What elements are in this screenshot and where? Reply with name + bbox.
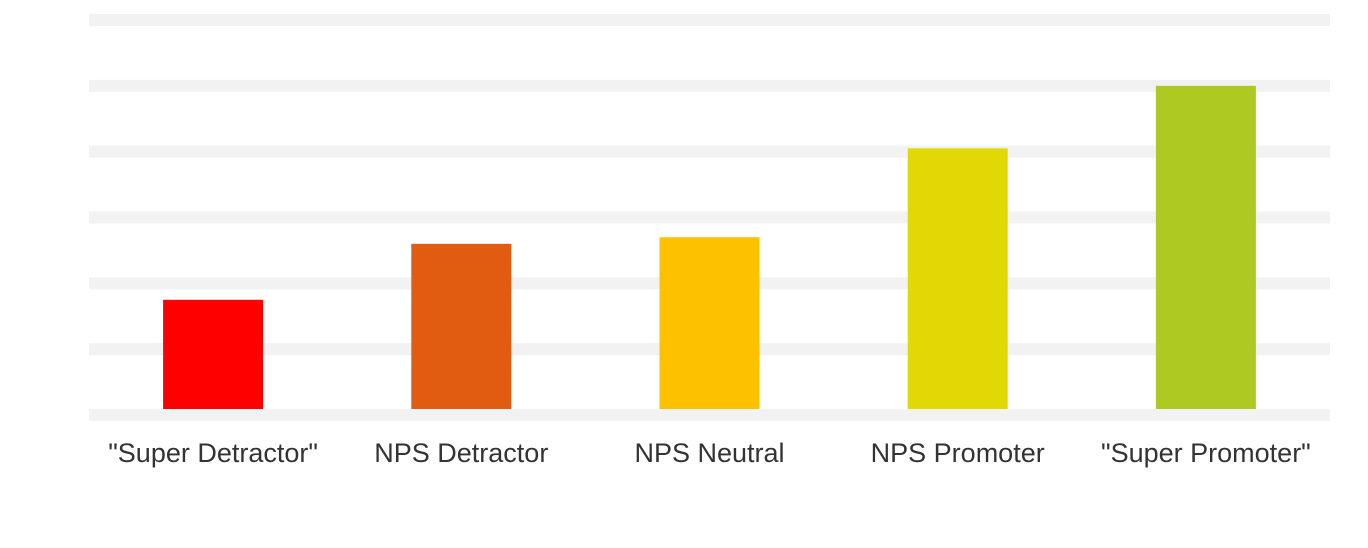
- x-tick-label-4: "Super Promoter": [1101, 438, 1311, 468]
- bar-4: [1155, 85, 1256, 409]
- gridlines: [89, 14, 1330, 421]
- bar-0: [163, 299, 264, 409]
- gridline-6: [89, 14, 1330, 26]
- bar-2: [659, 237, 760, 409]
- gridline-3: [89, 211, 1330, 224]
- bars: [163, 85, 1256, 409]
- x-tick-labels: "Super Detractor" NPS Detractor NPS Neutra…: [108, 438, 1311, 468]
- x-tick-label-1: NPS Detractor: [374, 438, 548, 468]
- gridline-5: [89, 79, 1330, 92]
- gridline-4: [89, 145, 1330, 158]
- bar-3: [907, 148, 1008, 409]
- bar-1: [411, 243, 512, 409]
- x-tick-label-3: NPS Promoter: [871, 438, 1045, 468]
- x-tick-label-0: "Super Detractor": [108, 438, 318, 468]
- gridline-0: [89, 409, 1330, 421]
- x-tick-label-2: NPS Neutral: [634, 438, 784, 468]
